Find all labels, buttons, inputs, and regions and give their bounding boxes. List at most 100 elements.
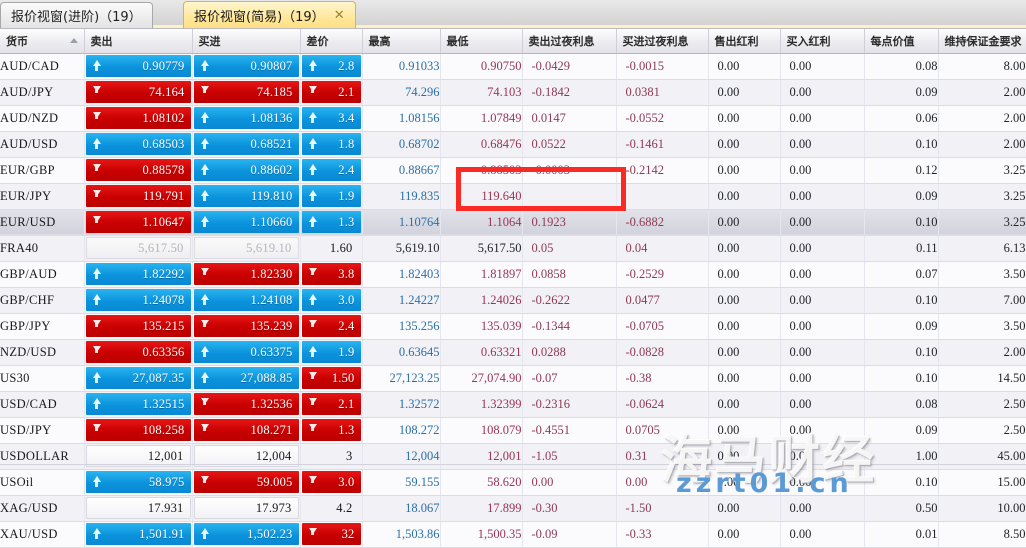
tab-quote-simple[interactable]: 报价视窗(简易)（19） ✕ — [183, 1, 356, 28]
col-header-buy-dividend[interactable]: 买入红利 — [780, 29, 865, 54]
table-row[interactable]: XAU/USD 1,501.91 1,502.23 32 1,503.86 1,500.3… — [0, 521, 1026, 548]
close-icon[interactable]: ✕ — [333, 7, 345, 23]
sell-cell[interactable]: 108.258 — [84, 417, 193, 444]
symbol-cell[interactable]: USD/JPY — [0, 417, 85, 444]
sell-cell[interactable]: 135.215 — [84, 313, 193, 340]
sell-cell[interactable]: 0.90779 — [84, 53, 193, 80]
table-row[interactable]: EUR/GBP 0.88578 0.88602 2.4 0.88667 0.88503 -0… — [0, 157, 1026, 184]
col-header-margin[interactable]: 维持保证金要求 — [938, 29, 1026, 54]
spread-cell[interactable]: 32 — [300, 521, 363, 548]
spread-cell[interactable]: 2.1 — [300, 79, 363, 106]
buy-cell[interactable]: 1.08136 — [192, 105, 301, 132]
spread-cell[interactable]: 1.9 — [300, 183, 363, 210]
buy-cell[interactable]: 0.88602 — [192, 157, 301, 184]
tab-quote-advanced[interactable]: 报价视窗(进阶)（19） — [0, 2, 153, 28]
col-header-symbol[interactable]: 货币 — [0, 29, 85, 54]
buy-cell[interactable]: 108.271 — [192, 417, 301, 444]
buy-cell[interactable]: 1.10660 — [192, 209, 301, 236]
table-row[interactable]: USOil 58.975 59.005 3.0 59.155 58.620 0.00 0.00… — [0, 469, 1026, 496]
buy-cell[interactable]: 119.810 — [192, 183, 301, 210]
buy-cell[interactable]: 0.63375 — [192, 339, 301, 366]
symbol-cell[interactable]: US30 — [0, 365, 85, 392]
col-header-pip-value[interactable]: 每点价值 — [864, 29, 939, 54]
table-row[interactable]: USD/JPY 108.258 108.271 1.3 108.272 108.079 -0… — [0, 417, 1026, 444]
col-header-sell-swap[interactable]: 卖出过夜利息 — [522, 29, 617, 54]
sell-cell[interactable]: 0.68503 — [84, 131, 193, 158]
sell-cell[interactable]: 119.791 — [84, 183, 193, 210]
buy-cell[interactable]: 1,502.23 — [192, 521, 301, 548]
table-row[interactable]: AUD/JPY 74.164 74.185 2.1 74.296 74.103 -0.184… — [0, 79, 1026, 106]
spread-cell[interactable]: 2.4 — [300, 157, 363, 184]
buy-cell[interactable]: 74.185 — [192, 79, 301, 106]
buy-cell[interactable]: 27,088.85 — [192, 365, 301, 392]
col-header-spread[interactable]: 差价 — [300, 29, 363, 54]
spread-cell[interactable]: 1.3 — [300, 209, 363, 236]
table-row[interactable]: AUD/NZD 1.08102 1.08136 3.4 1.08156 1.07849 0.… — [0, 105, 1026, 132]
spread-cell[interactable]: 2.1 — [300, 391, 363, 418]
col-header-buy[interactable]: 买进 — [192, 29, 301, 54]
symbol-cell[interactable]: AUD/JPY — [0, 79, 85, 106]
table-row[interactable]: GBP/AUD 1.82292 1.82330 3.8 1.82403 1.81897 0.… — [0, 261, 1026, 288]
sell-cell[interactable]: 74.164 — [84, 79, 193, 106]
symbol-cell[interactable]: EUR/GBP — [0, 157, 85, 184]
sell-cell[interactable]: 1.32515 — [84, 391, 193, 418]
sell-cell[interactable]: 27,087.35 — [84, 365, 193, 392]
sell-cell[interactable]: 58.975 — [84, 469, 193, 496]
spread-cell[interactable]: 4.2 — [300, 495, 363, 522]
table-row[interactable]: AUD/USD 0.68503 0.68521 1.8 0.68702 0.68476 0.… — [0, 131, 1026, 158]
table-row[interactable]: EUR/JPY 119.791 119.810 1.9 119.835 119.640 0.… — [0, 183, 1026, 210]
spread-cell[interactable]: 1.60 — [300, 235, 363, 262]
spread-cell[interactable]: 3.4 — [300, 105, 363, 132]
sell-cell[interactable]: 1,501.91 — [84, 521, 193, 548]
buy-cell[interactable]: 0.90807 — [192, 53, 301, 80]
spread-cell[interactable]: 3.0 — [300, 469, 363, 496]
symbol-cell[interactable]: FRA40 — [0, 235, 85, 262]
buy-cell[interactable]: 1.24108 — [192, 287, 301, 314]
sell-cell[interactable]: 1.24078 — [84, 287, 193, 314]
spread-cell[interactable]: 1.8 — [300, 131, 363, 158]
col-header-sell-dividend[interactable]: 售出红利 — [708, 29, 781, 54]
symbol-cell[interactable]: USOil — [0, 469, 85, 496]
spread-cell[interactable]: 1.9 — [300, 339, 363, 366]
buy-cell[interactable]: 1.32536 — [192, 391, 301, 418]
table-row[interactable]: AUD/CAD 0.90779 0.90807 2.8 0.91033 0.90750 -0… — [0, 53, 1026, 80]
sell-cell[interactable]: 1.10647 — [84, 209, 193, 236]
table-row[interactable]: XAG/USD 17.931 17.973 4.2 18.067 17.899 -0.30-… — [0, 495, 1026, 522]
buy-cell[interactable]: 59.005 — [192, 469, 301, 496]
table-row[interactable]: EUR/USD 1.10647 1.10660 1.3 1.10764 1.1064 0.1… — [0, 209, 1026, 236]
buy-cell[interactable]: 1.82330 — [192, 261, 301, 288]
symbol-cell[interactable]: USDOLLAR — [0, 443, 85, 470]
symbol-cell[interactable]: GBP/CHF — [0, 287, 85, 314]
sell-cell[interactable]: 0.88578 — [84, 157, 193, 184]
symbol-cell[interactable]: AUD/USD — [0, 131, 85, 158]
sell-cell[interactable]: 17.931 — [84, 495, 193, 522]
table-row[interactable]: USDOLLAR 12,001 12,004 3 12,004 12,001 -1.05 0.… — [0, 443, 1026, 470]
buy-cell[interactable]: 17.973 — [192, 495, 301, 522]
table-row[interactable]: GBP/JPY 135.215 135.239 2.4 135.256 135.039 -0… — [0, 313, 1026, 340]
sell-cell[interactable]: 12,001 — [84, 443, 193, 470]
spread-cell[interactable]: 3.0 — [300, 287, 363, 314]
symbol-cell[interactable]: XAU/USD — [0, 521, 85, 548]
symbol-cell[interactable]: NZD/USD — [0, 339, 85, 366]
spread-cell[interactable]: 3.8 — [300, 261, 363, 288]
table-row[interactable]: NZD/USD 0.63356 0.63375 1.9 0.63645 0.63321 0.… — [0, 339, 1026, 366]
table-row[interactable]: GBP/CHF 1.24078 1.24108 3.0 1.24227 1.24026 -0… — [0, 287, 1026, 314]
sell-cell[interactable]: 1.82292 — [84, 261, 193, 288]
spread-cell[interactable]: 2.4 — [300, 313, 363, 340]
spread-cell[interactable]: 1.50 — [300, 365, 363, 392]
buy-cell[interactable]: 0.68521 — [192, 131, 301, 158]
col-header-low[interactable]: 最低 — [440, 29, 523, 54]
spread-cell[interactable]: 1.3 — [300, 417, 363, 444]
buy-cell[interactable]: 12,004 — [192, 443, 301, 470]
buy-cell[interactable]: 135.239 — [192, 313, 301, 340]
symbol-cell[interactable]: AUD/CAD — [0, 53, 85, 80]
col-header-sell[interactable]: 卖出 — [84, 29, 193, 54]
symbol-cell[interactable]: AUD/NZD — [0, 105, 85, 132]
table-row[interactable]: US30 27,087.35 27,088.85 1.50 27,123.25 27,07… — [0, 365, 1026, 392]
spread-cell[interactable]: 3 — [300, 443, 363, 470]
sell-cell[interactable]: 1.08102 — [84, 105, 193, 132]
symbol-cell[interactable]: XAG/USD — [0, 495, 85, 522]
sell-cell[interactable]: 0.63356 — [84, 339, 193, 366]
symbol-cell[interactable]: EUR/JPY — [0, 183, 85, 210]
symbol-cell[interactable]: EUR/USD — [0, 209, 85, 236]
